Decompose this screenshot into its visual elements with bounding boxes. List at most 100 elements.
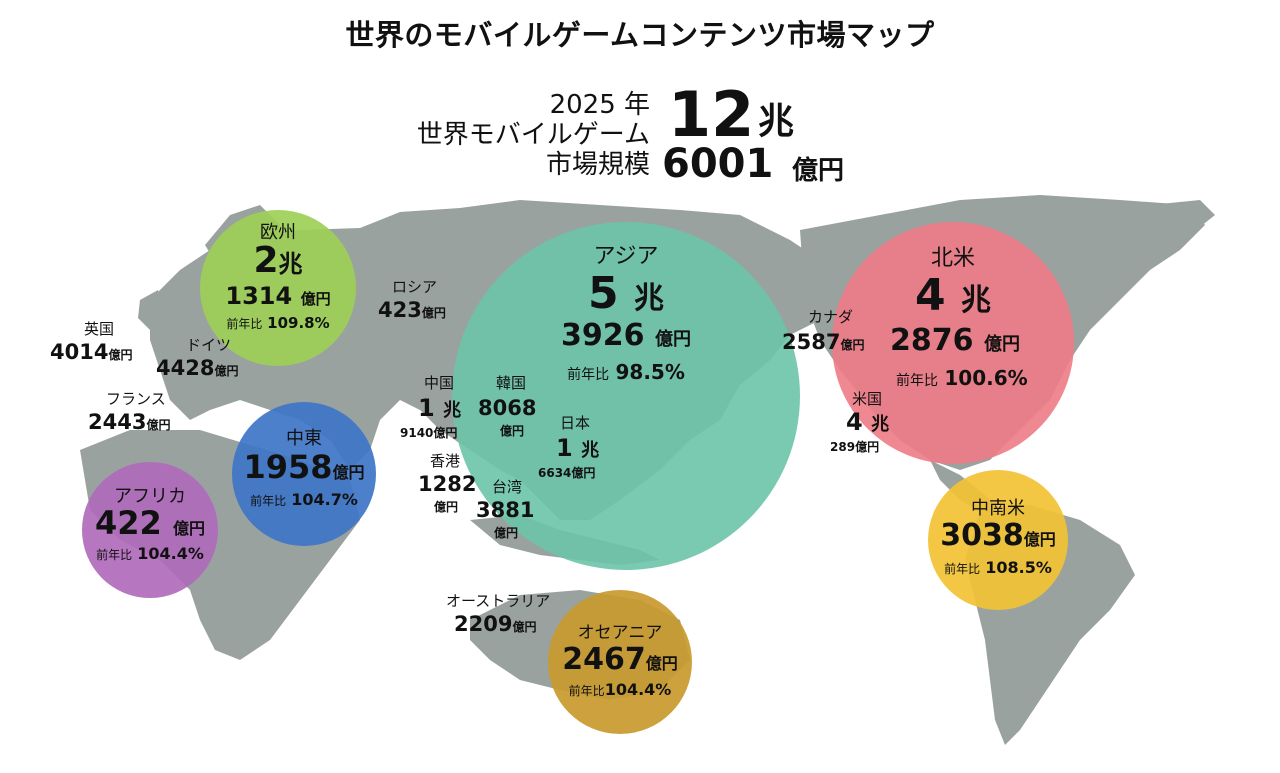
country-value-china-unit: 億円 bbox=[433, 426, 458, 440]
region-cho-europe-num: 2 bbox=[253, 240, 279, 281]
region-oku-europe-num: 1314 bbox=[225, 282, 293, 310]
region-circle-europe bbox=[200, 210, 356, 366]
country-value-australia-unit: 億円 bbox=[512, 620, 537, 634]
region-cho-asia: 5 兆 bbox=[452, 268, 800, 319]
region-yoy-latin-america-label: 前年比 bbox=[944, 562, 981, 576]
region-oku-middle-east-unit: 億円 bbox=[332, 463, 365, 482]
region-oku-africa-num: 422 bbox=[95, 504, 162, 542]
country-value-russia-unit: 億円 bbox=[421, 306, 446, 320]
country-name-hongkong: 香港 bbox=[430, 452, 461, 470]
country-value-germany: 4428億円 bbox=[156, 356, 238, 380]
region-oku-latin-america-unit: 億円 bbox=[1023, 530, 1056, 549]
region-name-oceania: オセアニア bbox=[577, 623, 663, 643]
country-value-australia: 2209億円 bbox=[454, 612, 536, 636]
region-oku-europe: 1314 億円 bbox=[200, 282, 356, 310]
region-cho-europe: 2兆 bbox=[200, 240, 356, 281]
region-yoy-asia-label: 前年比 bbox=[567, 367, 610, 383]
region-oku-asia-num: 3926 bbox=[561, 318, 645, 353]
country-value-germany-unit: 億円 bbox=[214, 364, 239, 378]
map-title: 世界のモバイルゲームコンテンツ市場マップ bbox=[345, 18, 935, 52]
region-oku-north-america-unit: 億円 bbox=[983, 334, 1020, 355]
region-circle-north-america bbox=[832, 222, 1074, 464]
region-cho-north-america-unit: 兆 bbox=[960, 283, 991, 318]
total-cho-unit: 兆 bbox=[758, 101, 795, 142]
country-value-taiwan-unit: 億円 bbox=[494, 526, 519, 540]
country-value-japan-num: 6634 bbox=[538, 466, 572, 480]
country-value-uk: 4014億円 bbox=[50, 340, 132, 364]
region-yoy-asia: 前年比 98.5% bbox=[452, 360, 800, 384]
region-yoy-middle-east-value: 104.7% bbox=[291, 490, 358, 509]
region-yoy-europe-value: 109.8% bbox=[267, 314, 330, 332]
region-name-north-america: 北米 bbox=[930, 246, 975, 271]
country-cho-china-unit: 兆 bbox=[443, 400, 462, 421]
country-value-china-num: 9140 bbox=[400, 426, 434, 440]
landmass-greenland bbox=[1150, 200, 1215, 235]
region-oku-oceania-unit: 億円 bbox=[645, 654, 678, 673]
region-oku-africa: 422 億円 bbox=[82, 504, 218, 542]
region-circle-latin-america bbox=[928, 470, 1068, 610]
region-yoy-north-america-label: 前年比 bbox=[896, 373, 938, 389]
country-name-usa: 米国 bbox=[852, 390, 883, 408]
region-oku-oceania-num: 2467 bbox=[562, 642, 646, 677]
region-oku-middle-east-num: 1958 bbox=[243, 448, 333, 486]
country-name-france: フランス bbox=[106, 390, 166, 408]
region-oku-middle-east: 1958億円 bbox=[226, 448, 382, 486]
total-line3: 市場規模 bbox=[545, 150, 650, 180]
region-oku-oceania: 2467億円 bbox=[540, 642, 700, 677]
region-yoy-oceania-value: 104.4% bbox=[604, 680, 672, 699]
total-year: 2025 年 bbox=[549, 90, 650, 120]
country-value-korea-unit: 億円 bbox=[500, 424, 525, 438]
country-value-hongkong-num: 1282 bbox=[418, 472, 477, 496]
region-yoy-middle-east: 前年比 104.7% bbox=[232, 490, 376, 509]
region-yoy-europe: 前年比 109.8% bbox=[200, 314, 356, 332]
region-yoy-africa-value: 104.4% bbox=[137, 544, 204, 563]
total-oku-num: 6001 bbox=[662, 141, 774, 187]
region-yoy-africa: 前年比 104.4% bbox=[82, 544, 218, 563]
region-name-asia: アジア bbox=[593, 244, 659, 269]
country-value-usa-unit: 億円 bbox=[855, 440, 880, 454]
country-value-china: 9140億円 bbox=[400, 424, 457, 441]
region-name-middle-east: 中東 bbox=[286, 428, 322, 449]
region-yoy-oceania: 前年比104.4% bbox=[548, 680, 692, 699]
country-name-taiwan: 台湾 bbox=[492, 478, 523, 496]
total-cho-num: 12 bbox=[668, 78, 755, 151]
country-cho-usa: 4 兆 bbox=[846, 408, 889, 436]
country-value-france: 2443億円 bbox=[88, 410, 170, 434]
country-value-russia-num: 423 bbox=[378, 298, 422, 322]
country-value-taiwan-num: 3881 bbox=[476, 498, 535, 522]
country-name-japan: 日本 bbox=[560, 414, 591, 432]
country-name-uk: 英国 bbox=[84, 320, 115, 338]
region-cho-asia-unit: 兆 bbox=[633, 281, 664, 316]
region-oku-asia-unit: 億円 bbox=[654, 329, 691, 350]
region-circle-africa bbox=[82, 462, 218, 598]
country-value-germany-num: 4428 bbox=[156, 356, 215, 380]
country-value-uk-unit: 億円 bbox=[108, 348, 133, 362]
region-circle-oceania bbox=[548, 590, 692, 734]
region-yoy-africa-label: 前年比 bbox=[96, 548, 133, 562]
region-cho-asia-num: 5 bbox=[588, 268, 619, 319]
country-value-usa: 289億円 bbox=[830, 438, 879, 455]
region-yoy-north-america-value: 100.6% bbox=[944, 366, 1028, 390]
country-value-uk-num: 4014 bbox=[50, 340, 109, 364]
country-cho-japan: 1 兆 bbox=[556, 434, 599, 462]
region-yoy-latin-america: 前年比 108.5% bbox=[928, 558, 1068, 577]
region-yoy-north-america: 前年比 100.6% bbox=[896, 366, 1028, 390]
region-oku-africa-unit: 億円 bbox=[172, 519, 205, 538]
region-name-latin-america: 中南米 bbox=[971, 498, 1025, 519]
region-cho-north-america-num: 4 bbox=[915, 270, 946, 321]
country-value-japan-unit: 億円 bbox=[571, 466, 596, 480]
country-value-japan: 6634億円 bbox=[538, 464, 595, 481]
region-oku-europe-unit: 億円 bbox=[300, 290, 331, 308]
country-cho-japan-unit: 兆 bbox=[581, 440, 600, 461]
region-oku-latin-america: 3038億円 bbox=[918, 518, 1078, 553]
country-value-france-unit: 億円 bbox=[146, 418, 171, 432]
landmass-uk bbox=[138, 290, 165, 330]
region-circle-asia bbox=[452, 222, 800, 570]
region-oku-north-america: 2876 億円 bbox=[890, 323, 1020, 358]
region-cho-north-america: 4 兆 bbox=[832, 270, 1074, 321]
country-value-russia: 423億円 bbox=[378, 298, 446, 322]
country-value-australia-num: 2209 bbox=[454, 612, 513, 636]
country-value-france-num: 2443 bbox=[88, 410, 147, 434]
region-oku-north-america-num: 2876 bbox=[890, 323, 974, 358]
region-name-africa: アフリカ bbox=[114, 486, 186, 507]
